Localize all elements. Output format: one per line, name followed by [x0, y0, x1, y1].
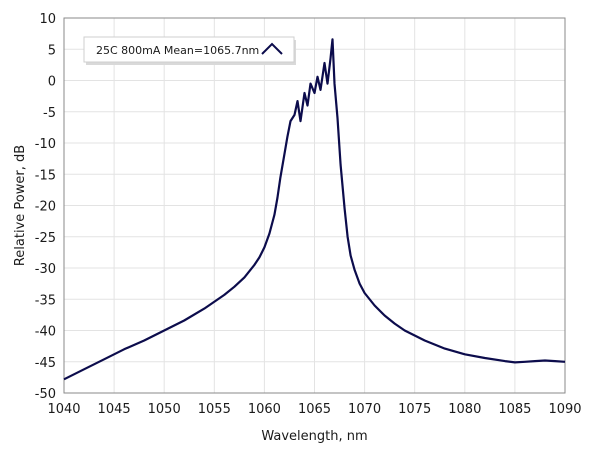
y-tick-label: 10 [39, 12, 56, 27]
legend-box [83, 36, 295, 63]
x-tick-label: 1045 [98, 402, 131, 417]
y-tick-labels: 10 5 0 -5 -10 -15 -20 -25 -30 -35 -40 -45 -50 [35, 12, 56, 402]
legend: 25C 800mA Mean=1065.7nm [83, 36, 296, 65]
y-axis-label: Relative Power, dB [13, 145, 28, 266]
grid-lines [63, 17, 566, 394]
y-tick-label: -50 [35, 387, 56, 402]
y-tick-label: 5 [48, 43, 56, 58]
x-tick-label: 1070 [348, 402, 381, 417]
y-tick-label: -10 [35, 137, 56, 152]
x-tick-label: 1085 [498, 402, 531, 417]
legend-entry-label: 25C 800mA Mean=1065.7nm [96, 44, 259, 57]
y-tick-label: -45 [35, 356, 56, 371]
x-tick-label: 1055 [198, 402, 231, 417]
y-tick-label: -20 [35, 200, 56, 215]
series-line [63, 38, 566, 381]
y-tick-label: -5 [43, 106, 56, 121]
x-tick-label: 1080 [448, 402, 481, 417]
x-tick-label: 1065 [298, 402, 331, 417]
legend-swatch-icon [261, 42, 283, 55]
y-tick-label: -35 [35, 293, 56, 308]
x-axis-label: Wavelength, nm [261, 429, 367, 444]
x-tick-label: 1050 [148, 402, 181, 417]
x-tick-label: 1090 [548, 402, 581, 417]
y-tick-label: -25 [35, 231, 56, 246]
y-tick-label: 0 [48, 75, 56, 90]
plot-area [63, 17, 566, 394]
x-tick-label: 1060 [248, 402, 281, 417]
y-tick-label: -40 [35, 325, 56, 340]
y-tick-label: -15 [35, 168, 56, 183]
x-tick-labels: 1040 1045 1050 1055 1060 1065 1070 1075 1080 1085… [47, 402, 581, 417]
y-tick-label: -30 [35, 262, 56, 277]
x-tick-label: 1075 [398, 402, 431, 417]
x-tick-label: 1040 [47, 402, 80, 417]
